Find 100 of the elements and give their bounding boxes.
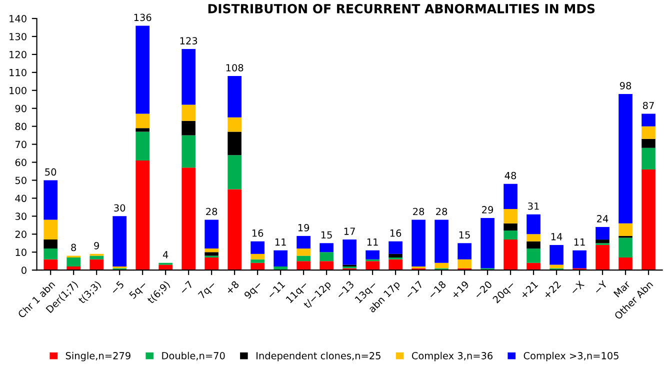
bar (44, 220, 58, 240)
bar (596, 240, 610, 244)
x-tick-label: −18 (428, 280, 446, 299)
bar (458, 243, 472, 260)
x-tick-label: −5 (110, 280, 124, 295)
bar (228, 132, 242, 156)
bar (250, 259, 264, 263)
bar (458, 259, 472, 268)
bar (136, 114, 150, 128)
bar (504, 240, 518, 270)
x-tick-label: +8 (225, 280, 240, 295)
bar (642, 114, 656, 126)
total-label: 31 (528, 202, 539, 210)
x-tick-label: 7q− (198, 280, 218, 300)
bar (388, 254, 402, 258)
bar (412, 220, 426, 267)
chart-title: DISTRIBUTION OF RECURRENT ABNORMALITIES IN MDS (208, 4, 595, 14)
bar (44, 240, 58, 249)
bar (228, 76, 242, 118)
bar (90, 259, 104, 270)
bar (320, 261, 334, 270)
bar (320, 243, 334, 252)
total-label: 15 (459, 231, 470, 239)
y-tick-label: 110 (10, 68, 26, 76)
bar (44, 259, 58, 270)
x-tick-label: 9q− (244, 280, 264, 301)
bar (90, 256, 104, 260)
x-tick-label: −7 (179, 280, 194, 294)
total-label: 16 (252, 229, 264, 237)
total-label: 87 (642, 102, 654, 110)
bar (366, 261, 380, 270)
y-tick-label: 60 (15, 158, 26, 166)
bar (618, 258, 632, 270)
bar (204, 258, 218, 270)
total-label: 17 (344, 228, 355, 235)
y-tick-label: 130 (10, 32, 26, 40)
bar (642, 138, 656, 148)
total-label: 9 (94, 242, 99, 250)
bar (136, 26, 150, 114)
total-label: 50 (45, 168, 56, 176)
bar (366, 250, 380, 260)
bar (182, 120, 196, 136)
y-tick-label: 140 (10, 14, 26, 22)
bar (182, 168, 196, 270)
bar (250, 254, 264, 260)
bar (504, 208, 518, 224)
bar (596, 244, 610, 270)
total-label: 48 (504, 172, 516, 180)
x-tick-label: −17 (404, 280, 424, 299)
y-tick-label: 40 (15, 194, 26, 202)
total-label: 14 (551, 233, 562, 240)
x-tick-label: +22 (542, 280, 562, 299)
legend-label: Double,n=70 (162, 352, 225, 360)
y-tick-label: 70 (16, 140, 26, 148)
x-tick-label: −Y (594, 280, 608, 294)
total-label: 29 (482, 206, 494, 214)
total-label: 16 (390, 229, 402, 237)
bar (182, 135, 196, 168)
bar (296, 236, 310, 249)
bar (274, 250, 288, 267)
bar (526, 234, 540, 242)
y-tick-label: 30 (15, 212, 26, 220)
x-tick-label: −X (570, 280, 585, 295)
total-label: 28 (413, 208, 424, 216)
bar (550, 264, 564, 268)
bar (618, 238, 632, 258)
bar (526, 241, 540, 249)
bar (550, 244, 564, 265)
y-tick-label: 20 (15, 230, 26, 238)
bar (526, 248, 540, 263)
bar (228, 117, 242, 132)
bar (388, 259, 402, 270)
bar (342, 240, 356, 265)
bar (618, 223, 632, 236)
bar (158, 264, 172, 270)
bar (204, 248, 218, 252)
total-label: 24 (597, 215, 608, 222)
x-tick-label: −13 (336, 280, 354, 299)
bar (228, 189, 242, 270)
y-tick-label: 120 (10, 50, 26, 58)
bar (182, 49, 196, 105)
total-label: 15 (321, 231, 332, 239)
y-tick-label: 80 (15, 122, 26, 130)
bar (204, 252, 218, 256)
total-label: 11 (275, 238, 286, 246)
bar (434, 220, 448, 263)
total-label: 98 (620, 82, 632, 90)
bar (136, 132, 150, 160)
bar (296, 261, 310, 270)
bar (642, 148, 656, 170)
bar (296, 248, 310, 256)
total-label: 19 (298, 224, 310, 232)
y-tick-label: 100 (10, 86, 26, 94)
total-label: 136 (134, 14, 152, 22)
legend-label: Single,n=279 (66, 352, 130, 362)
bar (296, 256, 310, 262)
total-label: 4 (162, 251, 168, 258)
legend-label: Independent clones,n=25 (256, 352, 380, 362)
total-label: 11 (574, 238, 585, 246)
total-label: 123 (180, 37, 198, 44)
